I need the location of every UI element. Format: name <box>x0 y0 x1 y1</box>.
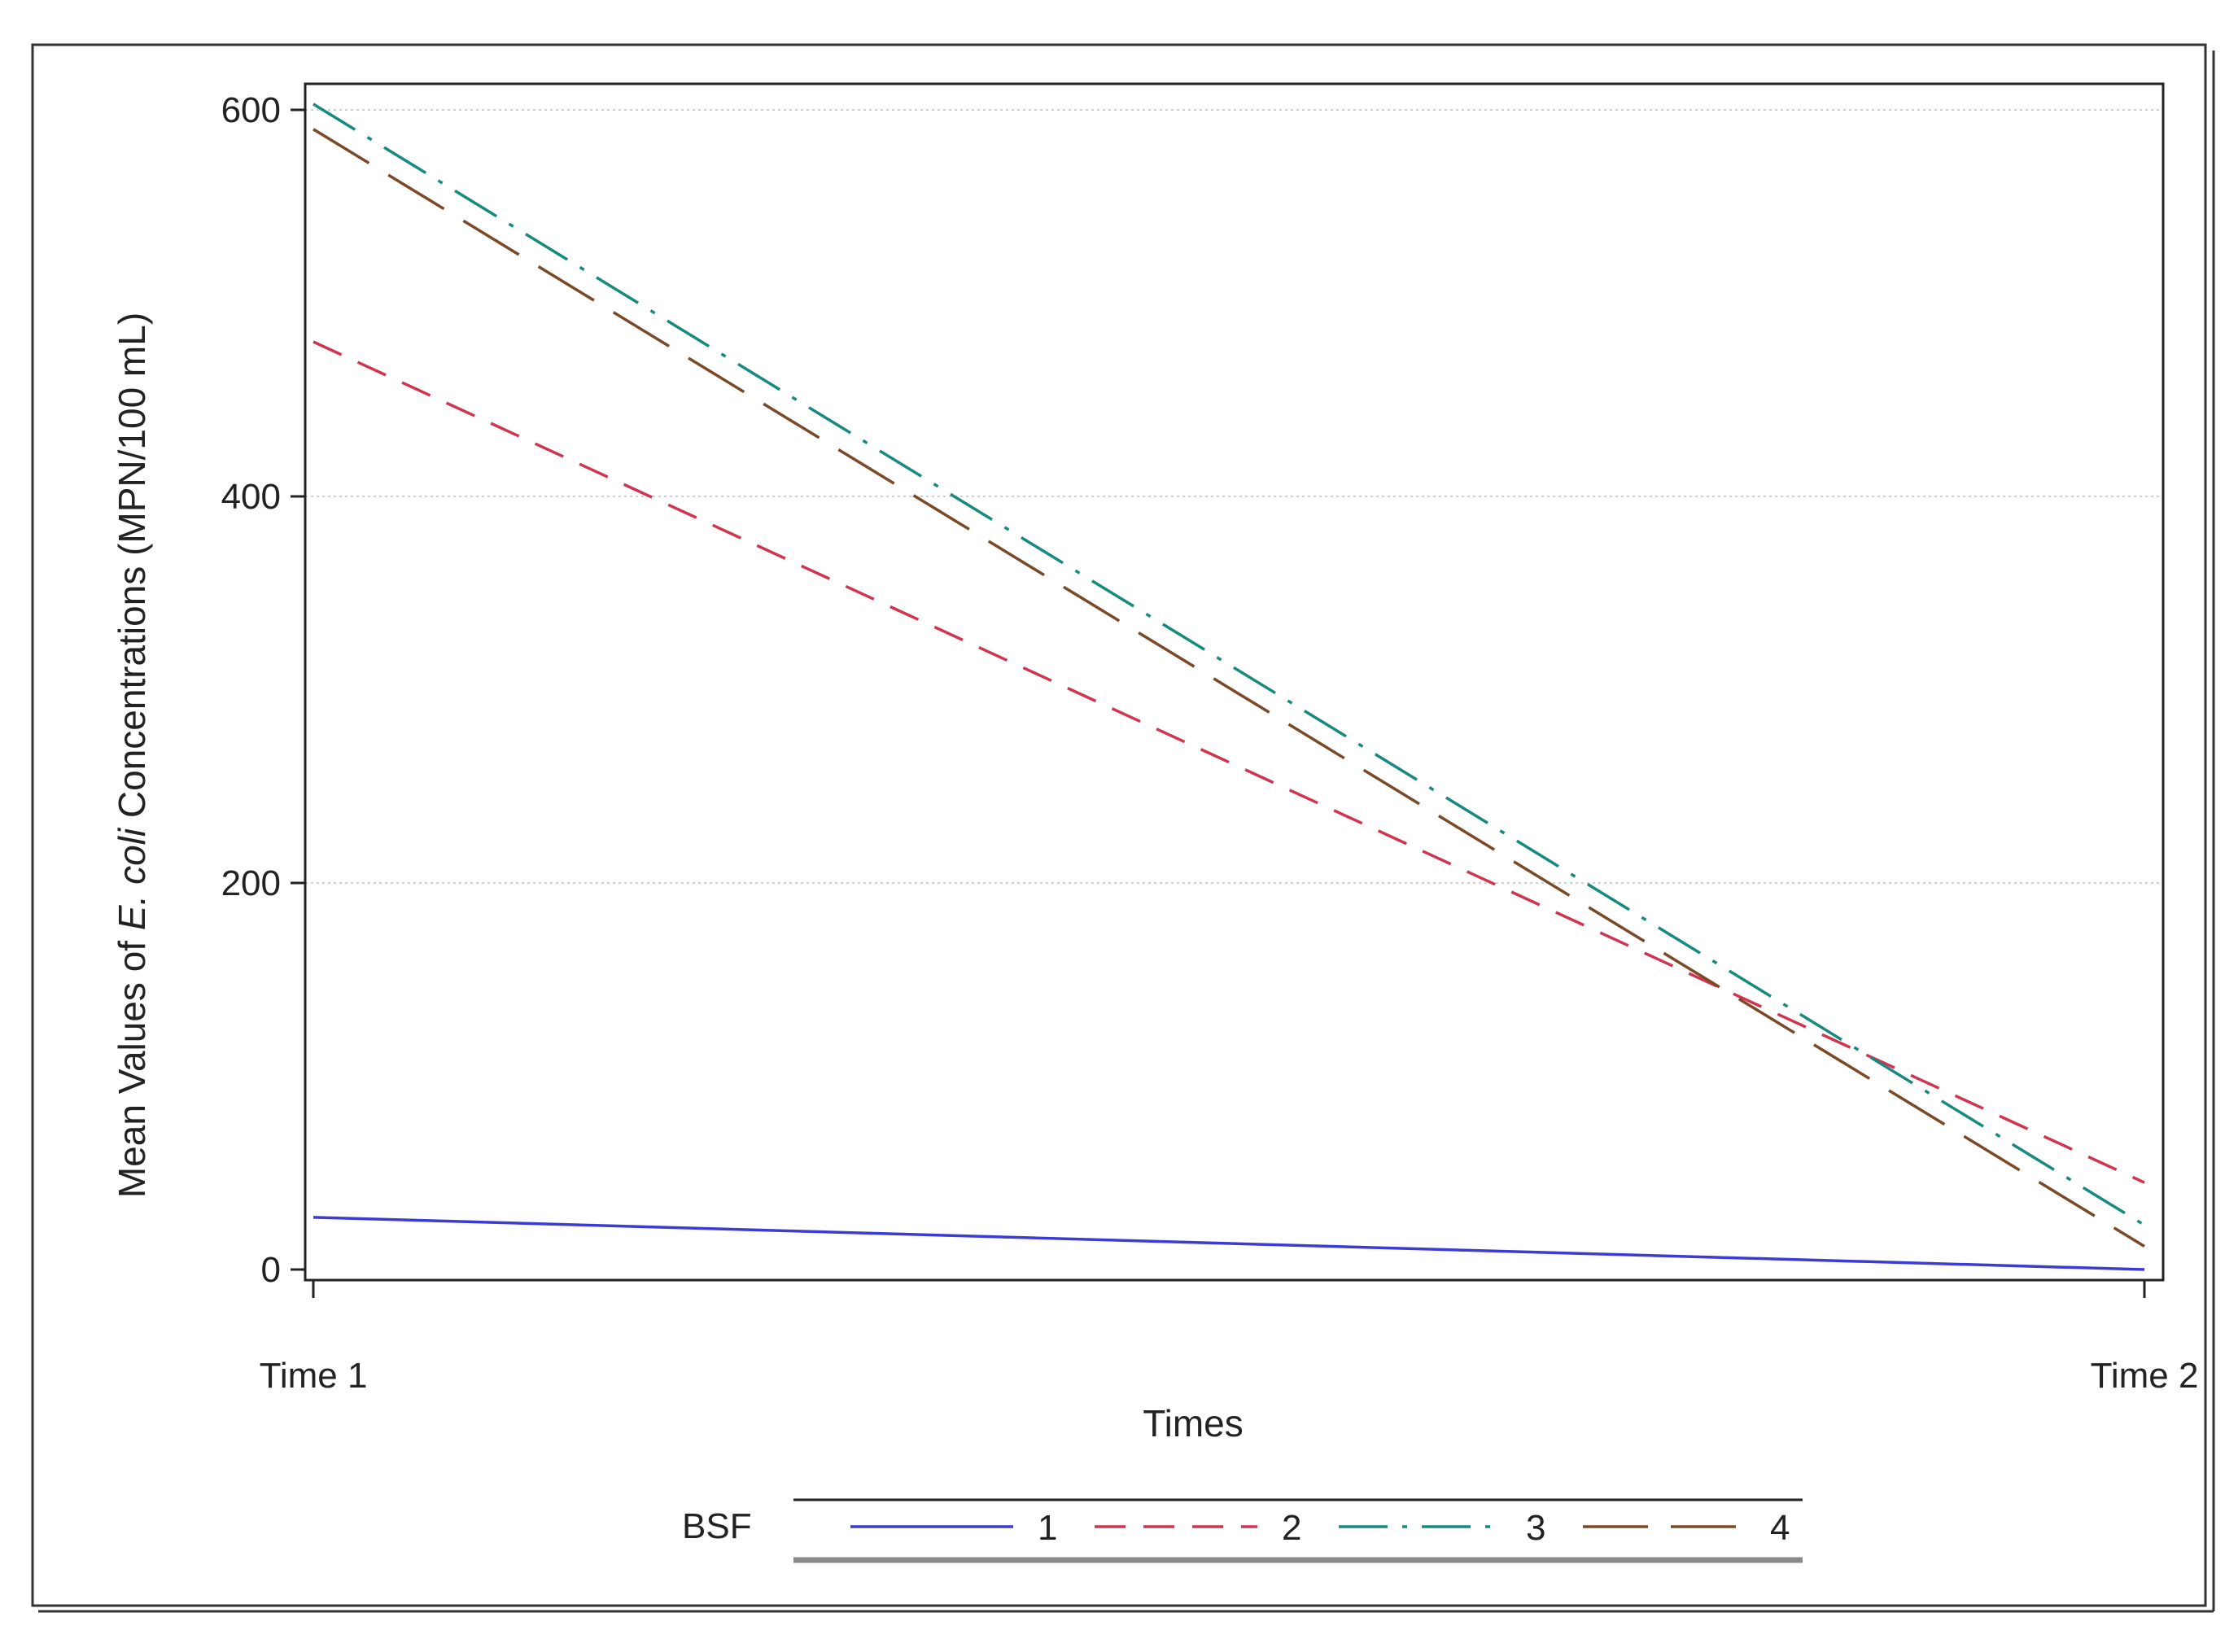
y-axis-title-part-1: Mean Values of <box>111 930 153 1198</box>
y-tick-label-200: 200 <box>221 863 281 903</box>
y-tick-label-400: 400 <box>221 477 281 517</box>
y-axis-title-italic: E. coli <box>111 827 153 930</box>
legend-items: 1 2 3 4 <box>850 1508 1790 1548</box>
legend-label-4: 4 <box>1770 1508 1790 1548</box>
plot-area <box>304 82 2165 1282</box>
series-line-4 <box>313 128 2145 1248</box>
legend-label-1: 1 <box>1038 1508 1057 1548</box>
series-line-1 <box>313 1216 2145 1271</box>
legend: BSF 1 2 3 4 <box>682 1498 1803 1563</box>
y-tick-label-600: 600 <box>221 90 281 130</box>
x-axis-title: Times <box>1143 1402 1244 1444</box>
outer-frame <box>31 43 2207 1607</box>
x-tick-label-0: Time 1 <box>260 1356 368 1396</box>
series-line-3 <box>313 103 2145 1226</box>
series-lines <box>313 103 2145 1271</box>
y-axis-ticks: 0 200 400 600 <box>221 90 305 1290</box>
series-line-2 <box>313 340 2145 1184</box>
legend-title: BSF <box>682 1506 752 1546</box>
y-axis-title: Mean Values of E. coli Concentrations (M… <box>111 312 153 1198</box>
y-axis-title-part-3: Concentrations (MPN/100 mL) <box>111 312 153 828</box>
gridlines <box>305 109 2163 884</box>
x-tick-label-1: Time 2 <box>2091 1356 2199 1396</box>
legend-label-2: 2 <box>1282 1508 1301 1548</box>
y-tick-label-0: 0 <box>261 1250 281 1290</box>
x-axis-ticks: Time 1 Time 2 <box>260 1280 2199 1396</box>
legend-label-3: 3 <box>1526 1508 1545 1548</box>
